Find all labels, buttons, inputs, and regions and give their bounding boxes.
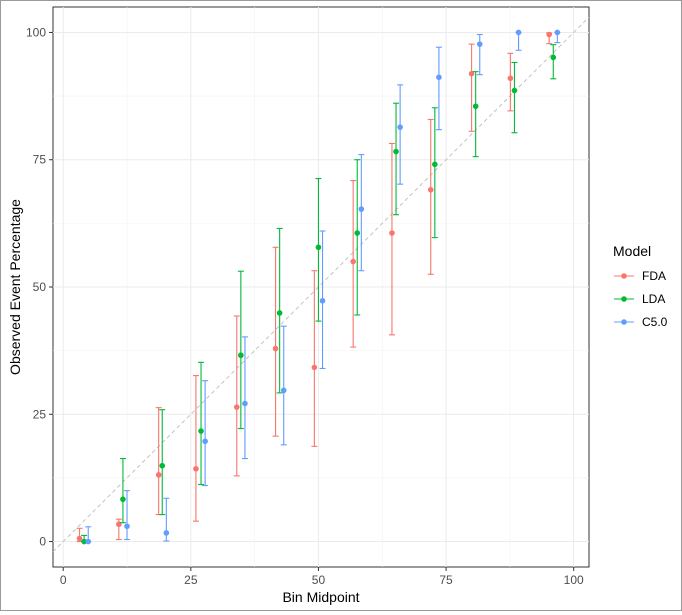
- data-point-fda: [233, 404, 240, 410]
- data-point-fda: [427, 186, 434, 193]
- y-tick-label: 25: [33, 407, 47, 421]
- data-point-c50: [515, 29, 522, 36]
- legend-key-point-lda: [621, 296, 627, 302]
- data-point-lda: [81, 538, 87, 545]
- data-point-c50: [358, 206, 365, 212]
- data-point-fda: [468, 70, 475, 77]
- data-point-fda: [155, 472, 162, 478]
- series-lda: [81, 44, 557, 545]
- data-point-c50: [242, 400, 248, 407]
- series-c50: [85, 29, 561, 545]
- data-point-c50: [554, 29, 561, 36]
- data-point-lda: [276, 310, 283, 316]
- legend-label-fda: FDA: [642, 269, 666, 283]
- data-point-fda: [546, 31, 552, 38]
- data-point-fda: [507, 75, 514, 82]
- y-tick-label: 75: [33, 153, 47, 167]
- series-fda: [76, 31, 553, 543]
- data-point-lda: [198, 428, 204, 434]
- data-point-c50: [85, 538, 92, 545]
- legend-label-c50: C5.0: [642, 315, 668, 329]
- x-tick-label: 75: [439, 573, 453, 587]
- legend: Model FDA LDA C5.0: [613, 243, 668, 329]
- x-tick-label: 25: [184, 573, 198, 587]
- x-axis-title: Bin Midpoint: [282, 589, 359, 605]
- legend-label-lda: LDA: [642, 292, 665, 306]
- data-point-c50: [280, 387, 287, 394]
- data-point-c50: [397, 124, 403, 130]
- data-point-lda: [120, 496, 126, 503]
- data-point-lda: [393, 148, 399, 155]
- data-point-lda: [550, 54, 557, 61]
- y-tick-label: 50: [33, 280, 47, 294]
- data-point-c50: [319, 297, 326, 304]
- reference-diagonal-line: [52, 16, 590, 553]
- data-point-lda: [159, 462, 166, 469]
- data-point-lda: [472, 103, 479, 110]
- legend-title: Model: [613, 243, 651, 259]
- data-point-c50: [476, 41, 483, 47]
- data-point-lda: [511, 87, 518, 94]
- legend-key-point-fda: [621, 273, 627, 279]
- data-point-c50: [124, 523, 130, 530]
- series-layer: [76, 29, 561, 545]
- data-point-c50: [163, 530, 170, 536]
- data-point-fda: [272, 345, 279, 352]
- data-point-lda: [432, 161, 438, 168]
- axes: 0 25 50 75 100 0 25 50 75 100: [26, 25, 584, 587]
- x-tick-label: 0: [60, 573, 67, 587]
- data-point-fda: [350, 258, 356, 265]
- grid-lines: [53, 7, 589, 567]
- data-point-c50: [202, 438, 208, 445]
- data-point-fda: [311, 364, 318, 371]
- legend-key-point-c50: [621, 319, 627, 325]
- data-point-fda: [76, 535, 83, 542]
- data-point-lda: [354, 230, 361, 236]
- x-tick-label: 50: [312, 573, 326, 587]
- data-point-lda: [315, 244, 322, 251]
- data-point-c50: [436, 74, 442, 81]
- data-point-fda: [389, 230, 395, 236]
- y-tick-label: 100: [26, 25, 46, 39]
- x-tick-label: 100: [564, 573, 584, 587]
- data-point-lda: [238, 352, 244, 359]
- data-point-fda: [193, 465, 199, 472]
- y-tick-label: 0: [39, 535, 46, 549]
- y-axis-title: Observed Event Percentage: [7, 199, 23, 375]
